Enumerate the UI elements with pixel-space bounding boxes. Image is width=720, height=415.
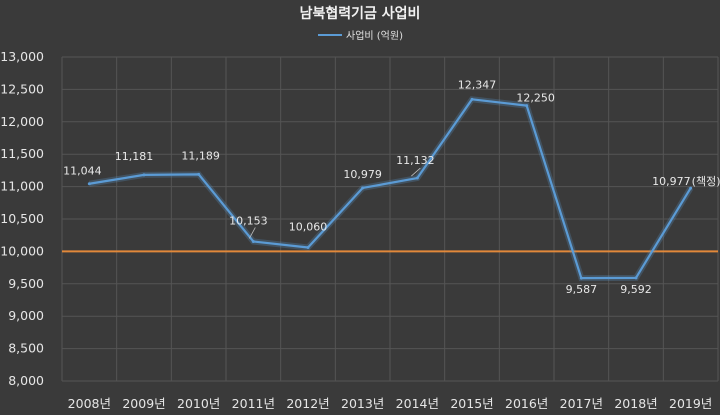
- series-layer: [87, 96, 694, 282]
- x-tick-label: 2009년: [122, 396, 165, 411]
- x-tick-label: 2015년: [450, 396, 493, 411]
- x-tick-label: 2016년: [505, 396, 548, 411]
- x-tick-label: 2011년: [232, 396, 275, 411]
- x-tick-label: 2013년: [341, 396, 384, 411]
- data-label: 10,979: [343, 168, 382, 181]
- y-tick-label: 11,000: [0, 179, 44, 194]
- gridlines: [61, 56, 719, 382]
- data-label: 11,132: [396, 154, 435, 167]
- data-point: [87, 182, 91, 186]
- data-label: 10,060: [289, 221, 328, 234]
- data-label: 10,153: [229, 214, 268, 227]
- data-point: [197, 172, 201, 176]
- data-point: [525, 104, 529, 108]
- data-point: [415, 176, 419, 180]
- legend: 사업비 (억원): [318, 29, 403, 42]
- x-tick-label: 2018년: [614, 396, 657, 411]
- data-point: [470, 97, 474, 101]
- y-tick-label: 9,500: [8, 276, 44, 291]
- data-point: [634, 276, 638, 280]
- x-tick-label: 2008년: [68, 396, 111, 411]
- label-leader: [248, 227, 256, 239]
- data-label: 12,347: [458, 78, 497, 91]
- data-label: 12,250: [516, 92, 555, 105]
- series-line: [89, 98, 692, 280]
- legend-label: 사업비 (억원): [346, 29, 403, 42]
- data-point: [142, 173, 146, 177]
- data-label: 10,977: [652, 175, 691, 188]
- data-point: [361, 186, 365, 190]
- data-label-note: (책정): [692, 175, 720, 188]
- y-tick-label: 12,000: [0, 114, 44, 129]
- x-axis: 2008년 2009년 2010년 2011년 2012년 2013년 2014년 2015년…: [68, 396, 713, 411]
- data-label: 11,189: [181, 149, 220, 162]
- x-tick-label: 2017년: [560, 396, 603, 411]
- data-point: [689, 186, 693, 190]
- x-tick-label: 2019년: [669, 396, 712, 411]
- y-tick-label: 12,500: [0, 81, 44, 96]
- data-label: 9,587: [566, 283, 598, 296]
- x-tick-label: 2014년: [396, 396, 439, 411]
- data-labels: 11,044 11,181 11,189 10,153 10,060 10,979 11,1…: [63, 78, 720, 296]
- y-tick-label: 11,500: [0, 146, 44, 161]
- y-tick-label: 8,500: [8, 341, 44, 356]
- data-label: 11,181: [115, 150, 154, 163]
- label-leader: [411, 167, 421, 177]
- y-tick-label: 8,000: [8, 373, 44, 388]
- data-point: [251, 239, 255, 243]
- y-tick-label: 9,000: [8, 308, 44, 323]
- data-label: 11,044: [63, 165, 102, 178]
- y-tick-label: 10,000: [0, 243, 44, 258]
- x-tick-label: 2012년: [286, 396, 329, 411]
- chart-title: 남북협력기금 사업비: [300, 5, 421, 22]
- data-point: [579, 276, 583, 280]
- y-tick-label: 10,500: [0, 211, 44, 226]
- data-label: 9,592: [620, 283, 652, 296]
- y-tick-label: 13,000: [0, 49, 44, 64]
- data-point: [306, 246, 310, 250]
- x-tick-label: 2010년: [177, 396, 220, 411]
- y-axis: 8,000 8,500 9,000 9,500 10,000 10,500 11,000 11…: [0, 49, 44, 388]
